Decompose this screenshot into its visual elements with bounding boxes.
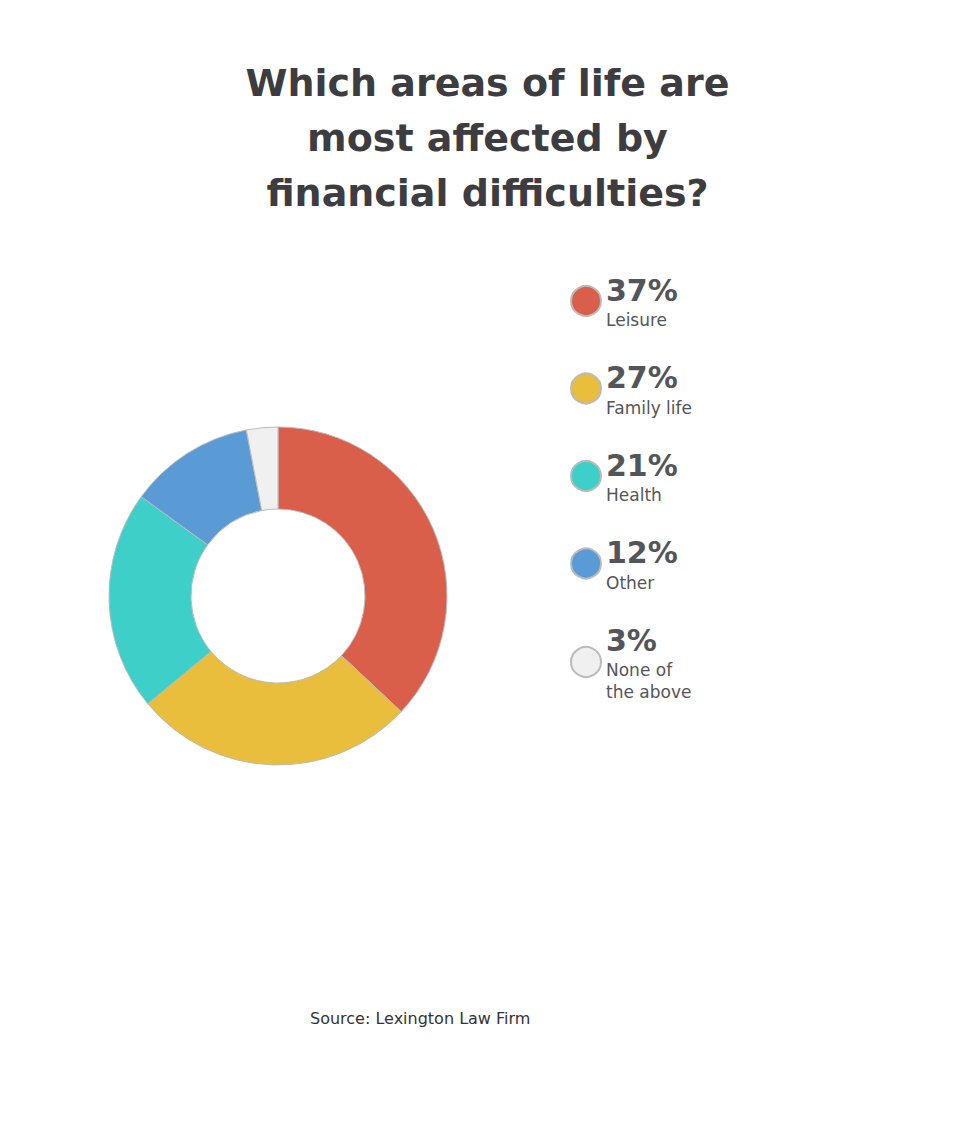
svg-text:Leisure: Leisure xyxy=(606,310,667,330)
svg-text:Health: Health xyxy=(606,485,662,505)
svg-text:Other: Other xyxy=(606,573,654,593)
svg-text:Source: Lexington Law Firm: Source: Lexington Law Firm xyxy=(310,1009,530,1028)
svg-text:21%: 21% xyxy=(606,448,678,483)
svg-text:financial difficulties?: financial difficulties? xyxy=(266,171,708,215)
svg-text:27%: 27% xyxy=(606,360,678,395)
svg-text:most affected by: most affected by xyxy=(307,116,668,160)
svg-text:the above: the above xyxy=(606,682,691,702)
svg-text:None of: None of xyxy=(606,660,673,680)
svg-text:12%: 12% xyxy=(606,535,678,570)
svg-text:Which areas of life are: Which areas of life are xyxy=(245,61,729,105)
svg-text:3%: 3% xyxy=(606,623,657,658)
svg-text:37%: 37% xyxy=(606,273,678,308)
svg-text:Family life: Family life xyxy=(606,398,692,418)
